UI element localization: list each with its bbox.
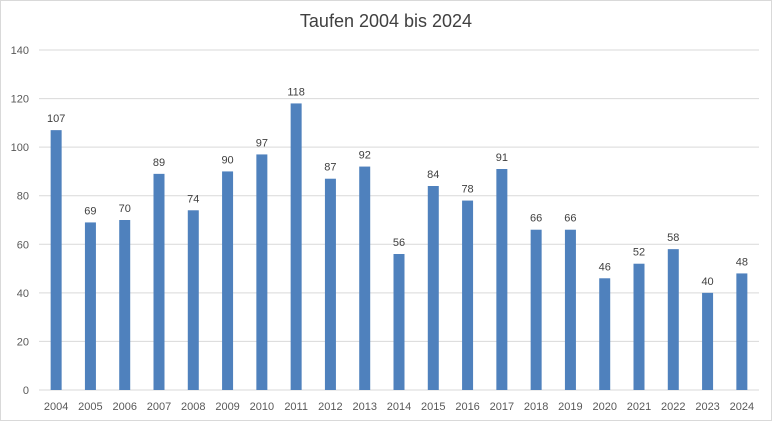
bar-value-label: 84 [427,169,439,181]
bar-value-label: 56 [393,237,405,249]
bar-2015 [427,186,439,390]
bar-2023 [702,292,714,390]
bars [50,103,748,390]
bar-2007 [153,173,165,390]
y-tick-label: 0 [23,385,29,397]
x-tick-label: 2005 [78,401,102,413]
x-tick-label: 2019 [558,401,582,413]
bar-2024 [736,273,748,390]
y-tick-label: 120 [11,94,29,106]
y-tick-label: 80 [17,191,29,203]
bar-2020 [599,278,611,390]
bar-value-label: 70 [119,203,131,215]
y-tick-label: 60 [17,239,29,251]
x-axis-tick-labels: 2004 2005 2006 2007 2008 2009 2010 2011 2012 2013… [44,401,754,413]
bar-2013 [359,166,371,390]
x-tick-label: 2020 [592,401,616,413]
bar-value-label: 66 [530,213,542,225]
bar-value-label: 58 [667,232,679,244]
bar-2011 [290,103,302,390]
bar-value-label: 91 [496,152,508,164]
bar-2014 [393,254,405,390]
bar-value-label: 90 [221,154,233,166]
bar-value-label: 66 [564,213,576,225]
x-tick-label: 2009 [215,401,239,413]
x-tick-label: 2004 [44,401,68,413]
bar-value-label: 52 [633,247,645,259]
bar-value-label: 74 [187,193,199,205]
bar-2010 [256,154,268,390]
chart-title: Taufen 2004 bis 2024 [299,11,473,31]
x-tick-label: 2017 [490,401,514,413]
x-tick-label: 2008 [181,401,205,413]
bar-value-label: 48 [736,256,748,268]
x-tick-label: 2010 [250,401,274,413]
bar-value-label: 46 [599,261,611,273]
x-tick-label: 2022 [661,401,685,413]
x-tick-label: 2013 [352,401,376,413]
bar-value-label: 89 [153,157,165,169]
bar-2017 [496,169,508,390]
bar-2022 [667,249,679,390]
bar-2016 [462,200,474,390]
bar-value-label: 97 [256,137,268,149]
bar-value-label: 107 [47,113,65,125]
y-axis-tick-labels: 0 20 40 60 80 100 120 140 [11,45,29,397]
bar-2009 [222,171,234,390]
bar-value-label: 40 [701,276,713,288]
bar-2005 [84,222,96,390]
bar-2021 [633,263,645,390]
bar-2004 [50,130,62,390]
bar-2006 [119,220,131,390]
bar-2012 [324,178,336,390]
x-tick-label: 2018 [524,401,548,413]
y-tick-label: 100 [11,142,29,154]
x-tick-label: 2006 [112,401,136,413]
x-tick-label: 2014 [387,401,411,413]
x-tick-label: 2021 [627,401,651,413]
bar-value-label: 118 [287,86,305,98]
x-tick-label: 2012 [318,401,342,413]
bar-2018 [530,229,542,390]
y-tick-label: 140 [11,45,29,57]
y-tick-label: 40 [17,288,29,300]
bar-2019 [564,229,576,390]
x-tick-label: 2023 [695,401,719,413]
bar-value-label: 92 [359,150,371,162]
bar-value-label: 78 [461,184,473,196]
x-tick-label: 2011 [284,401,308,413]
bar-value-label: 69 [84,205,96,217]
y-tick-label: 20 [17,336,29,348]
x-tick-label: 2024 [730,401,754,413]
x-tick-label: 2016 [455,401,479,413]
x-tick-label: 2015 [421,401,445,413]
bar-value-label: 87 [324,162,336,174]
bar-2008 [187,210,199,390]
bar-value-labels: 107 69 70 89 74 90 97 118 87 92 56 84 78 91 66 66 46 52 58… [47,86,748,287]
x-tick-label: 2007 [147,401,171,413]
